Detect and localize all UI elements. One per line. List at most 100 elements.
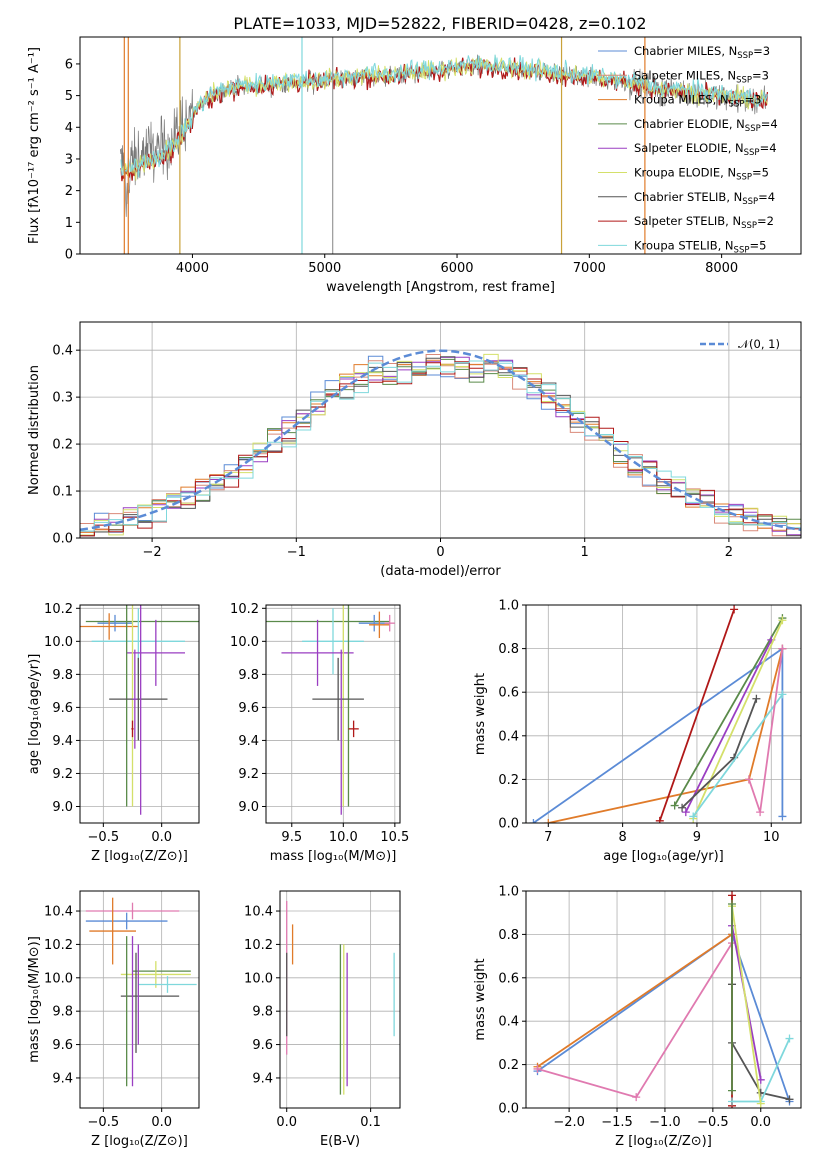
residual-legend: 𝒩(0, 1) (700, 337, 780, 351)
x-tick-label: 7 (544, 830, 552, 845)
legend-suffix: =2 (757, 214, 774, 228)
weight-point (655, 816, 664, 823)
weight-point (728, 900, 737, 909)
weight-point (756, 808, 765, 817)
weight-point (756, 1099, 765, 1108)
x-tick-label: 10 (763, 830, 780, 845)
y-axis-label: mass weight (473, 958, 488, 1040)
x-tick-label: 6000 (440, 261, 473, 276)
mass-vs-Z-marks (85, 897, 197, 1087)
mass-vs-EBV-marks (286, 901, 395, 1095)
y-tick-label: 10.2 (44, 602, 73, 617)
weight-line (658, 609, 735, 822)
y-tick-label: 0.6 (498, 686, 519, 701)
y-tick-label: 9.6 (238, 701, 259, 716)
x-tick-label: 0.0 (151, 1115, 172, 1130)
y-tick-label: 0.0 (498, 1102, 519, 1117)
y-tick-label: 0 (65, 248, 73, 263)
y-axis-label: Flux [fλ10⁻¹⁷ erg cm⁻² s⁻¹ A⁻¹] (27, 47, 42, 244)
x-tick-label: 4000 (176, 261, 209, 276)
legend-subscript: SSP (736, 173, 752, 183)
axes-frame (279, 890, 401, 1109)
weight-point (670, 801, 679, 810)
x-tick-label: 8000 (705, 261, 738, 276)
mass-vs-EBV-axes: 0.0 0.1 9.4 9.6 9.8 10.0 10.2 10.4 E(B-V) (244, 890, 401, 1149)
axes-frame (79, 36, 802, 255)
x-tick-label: 9.5 (281, 830, 302, 845)
weight-point (778, 616, 787, 625)
y-tick-label: 10.0 (244, 971, 273, 986)
x-tick-label: 0.0 (151, 830, 172, 845)
y-tick-label: 9.0 (238, 800, 259, 815)
x-tick-label: 0 (436, 545, 444, 560)
legend-label: Kroupa ELODIE, NSSP=5 (634, 166, 769, 183)
histogram-step (80, 360, 801, 532)
legend-label: Chabrier STELIB, NSSP=4 (634, 190, 775, 207)
y-axis-label: age [log₁₀(age/yr)] (27, 654, 42, 775)
y-tick-label: 10.4 (44, 905, 73, 920)
weight-point (529, 819, 538, 823)
residuals-marks (80, 349, 801, 537)
y-tick-label: 9.4 (238, 734, 259, 749)
weight-vs-age-marks (529, 605, 787, 823)
x-axis-label: Z [log₁₀(Z/Z⊙)] (91, 1134, 188, 1149)
y-tick-label: 9.8 (252, 1005, 273, 1020)
legend-label: Salpeter ELODIE, NSSP=4 (634, 141, 777, 158)
x-axis-label: (data-model)/error (380, 564, 501, 579)
weight-vs-Z-marks (533, 891, 794, 1108)
y-tick-label: 0.1 (52, 485, 73, 500)
y-tick-label: 10.0 (44, 971, 73, 986)
legend-subscript: SSP (736, 75, 752, 85)
legend-subscript: SSP (745, 124, 761, 134)
legend-suffix: =5 (749, 238, 766, 252)
legend-label: Kroupa STELIB, NSSP=5 (634, 238, 766, 255)
y-tick-label: 0.8 (498, 642, 519, 657)
x-tick-label: −1 (287, 545, 306, 560)
x-axis-label: mass [log₁₀(M/M⊙)] (270, 849, 397, 864)
weight-point (778, 690, 787, 699)
y-tick-label: 10.2 (230, 602, 259, 617)
y-tick-label: 9.6 (52, 701, 73, 716)
y-tick-label: 9.4 (252, 1071, 273, 1086)
y-tick-label: 0.4 (498, 1015, 519, 1030)
x-axis-label: wavelength [Angstrom, rest frame] (326, 280, 555, 295)
normal-curve (80, 349, 801, 532)
x-axis-label: Z [log₁₀(Z/Z⊙)] (91, 849, 188, 864)
weight-line (673, 617, 784, 807)
y-tick-label: 9.2 (238, 767, 259, 782)
x-tick-label: −0.5 (88, 1115, 120, 1130)
age-vs-mass-axes: 9.5 10.0 10.5 9.0 9.2 9.4 9.6 9.8 10.0 10.2 mass [… (230, 602, 409, 864)
x-tick-label: −2 (143, 545, 162, 560)
legend-subscript: SSP (744, 148, 760, 158)
x-tick-label: 2 (725, 545, 733, 560)
x-tick-label: 9 (693, 830, 701, 845)
weight-point (728, 1097, 737, 1106)
mass-vs-Z-axes: −0.5 0.0 9.4 9.6 9.8 10.0 10.2 10.4 Z [log₁₀(Z/Z… (27, 890, 200, 1149)
legend-label: Chabrier ELODIE, NSSP=4 (634, 117, 778, 134)
y-tick-label: 6 (65, 57, 73, 72)
weight-point (744, 775, 753, 784)
weight-point (544, 819, 553, 823)
y-tick-label: 0.2 (52, 438, 73, 453)
y-tick-label: 5 (65, 89, 73, 104)
legend-label: 𝒩(0, 1) (738, 337, 780, 351)
y-tick-label: 9.0 (52, 800, 73, 815)
weight-point (778, 644, 787, 653)
weight-line (692, 619, 784, 819)
y-axis-label: mass weight (473, 673, 488, 755)
x-axis-label: E(B-V) (320, 1134, 360, 1149)
legend-label: Chabrier MILES, NSSP=3 (634, 44, 770, 61)
axes-frame (79, 890, 200, 1109)
histogram-step (80, 356, 801, 537)
y-tick-label: 0.0 (52, 532, 73, 547)
weight-line (731, 906, 762, 1104)
y-tick-label: 9.6 (52, 1038, 73, 1053)
weight-point (632, 1093, 641, 1102)
y-tick-label: 1.0 (498, 599, 519, 614)
age-vs-Z-marks (80, 605, 199, 815)
legend-label: Salpeter MILES, NSSP=3 (634, 68, 769, 85)
y-axis-label: Normed distribution (27, 365, 42, 495)
y-tick-label: 0.0 (498, 817, 519, 832)
spectrum-axes: 4000 5000 6000 7000 8000 0 1 2 3 4 5 6 wavelength [A… (27, 36, 802, 295)
weight-point (785, 1095, 794, 1104)
